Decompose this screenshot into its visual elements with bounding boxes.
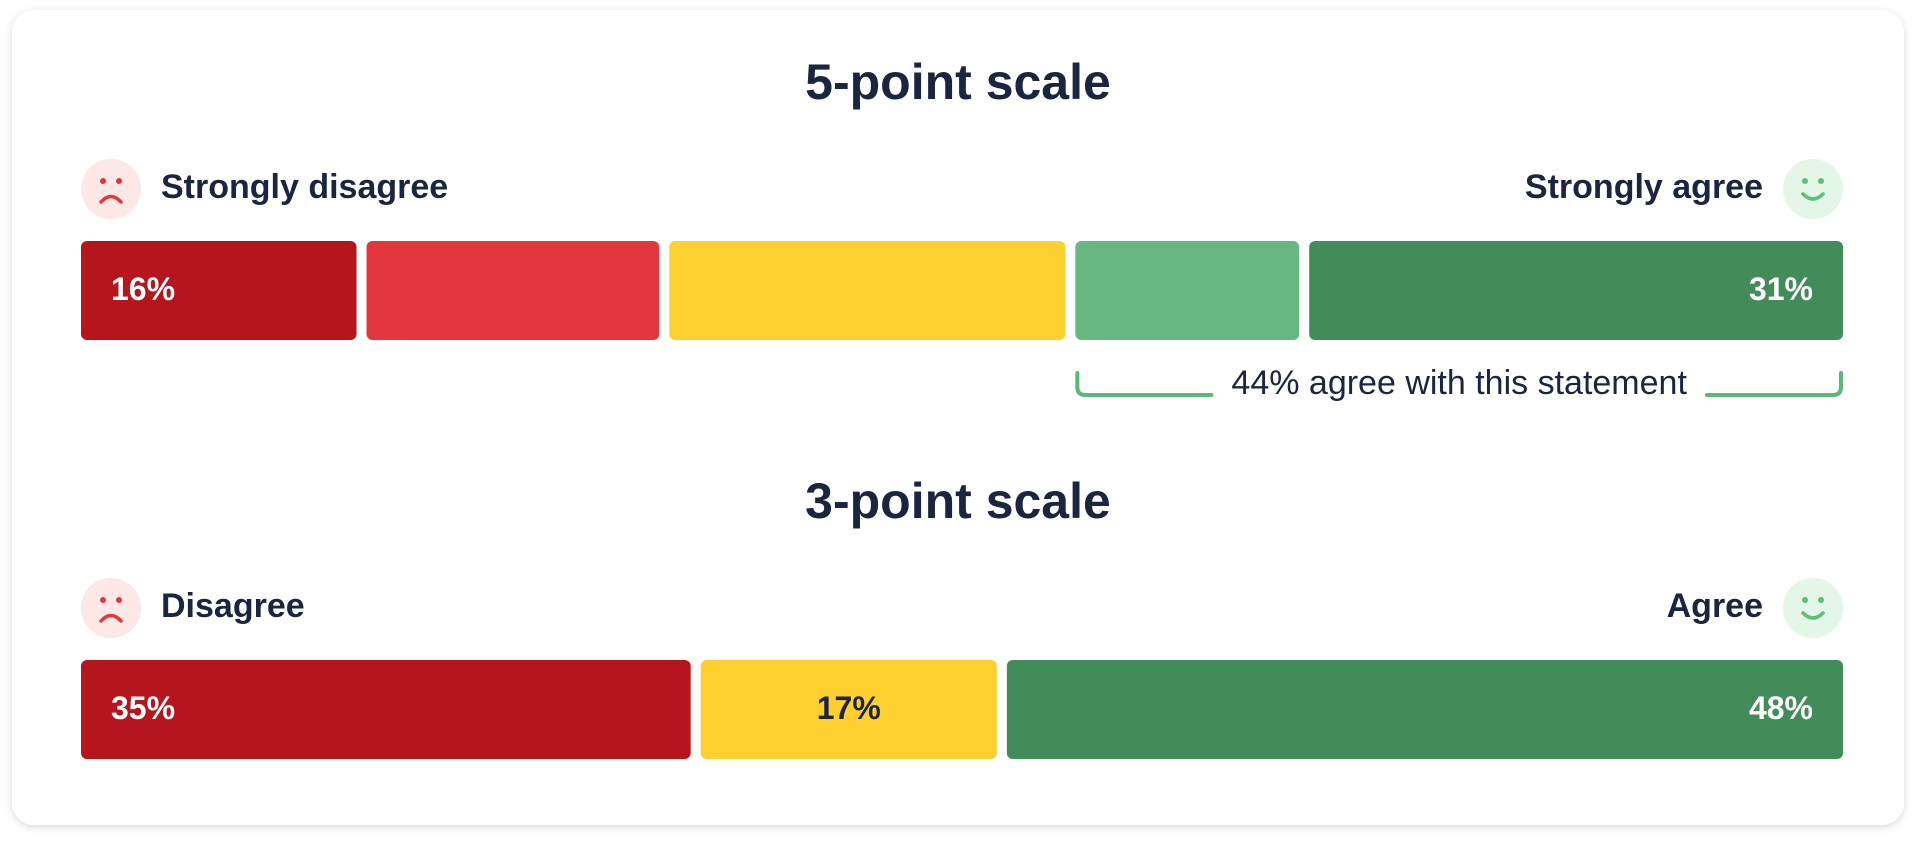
bar-segment: [1309, 241, 1843, 340]
icon-eye: [116, 178, 122, 184]
low-label: Disagree: [161, 587, 305, 625]
icon-eye: [100, 178, 106, 184]
bar-segment: [1075, 241, 1300, 340]
value-label: 17%: [817, 690, 881, 726]
icon-bg: [81, 578, 141, 638]
bar-segment: [81, 241, 357, 340]
icon-bg: [1783, 578, 1843, 638]
frown-icon: [81, 578, 141, 638]
icon-eye: [1818, 178, 1824, 184]
low-label: Strongly disagree: [161, 168, 448, 206]
bracket: [1704, 371, 1843, 397]
bar-segment: [81, 660, 691, 759]
bar-segment: [669, 241, 1066, 340]
icon-mouth: [1801, 611, 1825, 620]
icon-eye: [100, 597, 106, 603]
icon-eye: [1802, 597, 1808, 603]
high-label: Agree: [1667, 587, 1763, 625]
high-label: Strongly agree: [1525, 168, 1763, 206]
card: [12, 10, 1904, 825]
smile-icon: [1783, 159, 1843, 219]
icon-mouth: [1801, 192, 1825, 201]
value-label: 31%: [1749, 271, 1813, 307]
icon-eye: [116, 597, 122, 603]
icon-eye: [1802, 178, 1808, 184]
icon-mouth: [99, 613, 123, 623]
bar-segment: [1006, 660, 1843, 759]
bar-segment: [366, 241, 660, 340]
chart-title: 3-point scale: [805, 473, 1111, 529]
chart-title: 5-point scale: [805, 54, 1111, 110]
icon-eye: [1818, 597, 1824, 603]
icon-bg: [1783, 159, 1843, 219]
value-label: 16%: [111, 271, 175, 307]
annotation: 44% agree with this statement: [1231, 364, 1687, 402]
frown-icon: [81, 159, 141, 219]
icon-mouth: [99, 194, 123, 204]
smile-icon: [1783, 578, 1843, 638]
icon-bg: [81, 159, 141, 219]
value-label: 35%: [111, 690, 175, 726]
value-label: 48%: [1749, 690, 1813, 726]
bracket: [1075, 371, 1214, 397]
bar-segment: [700, 660, 997, 759]
